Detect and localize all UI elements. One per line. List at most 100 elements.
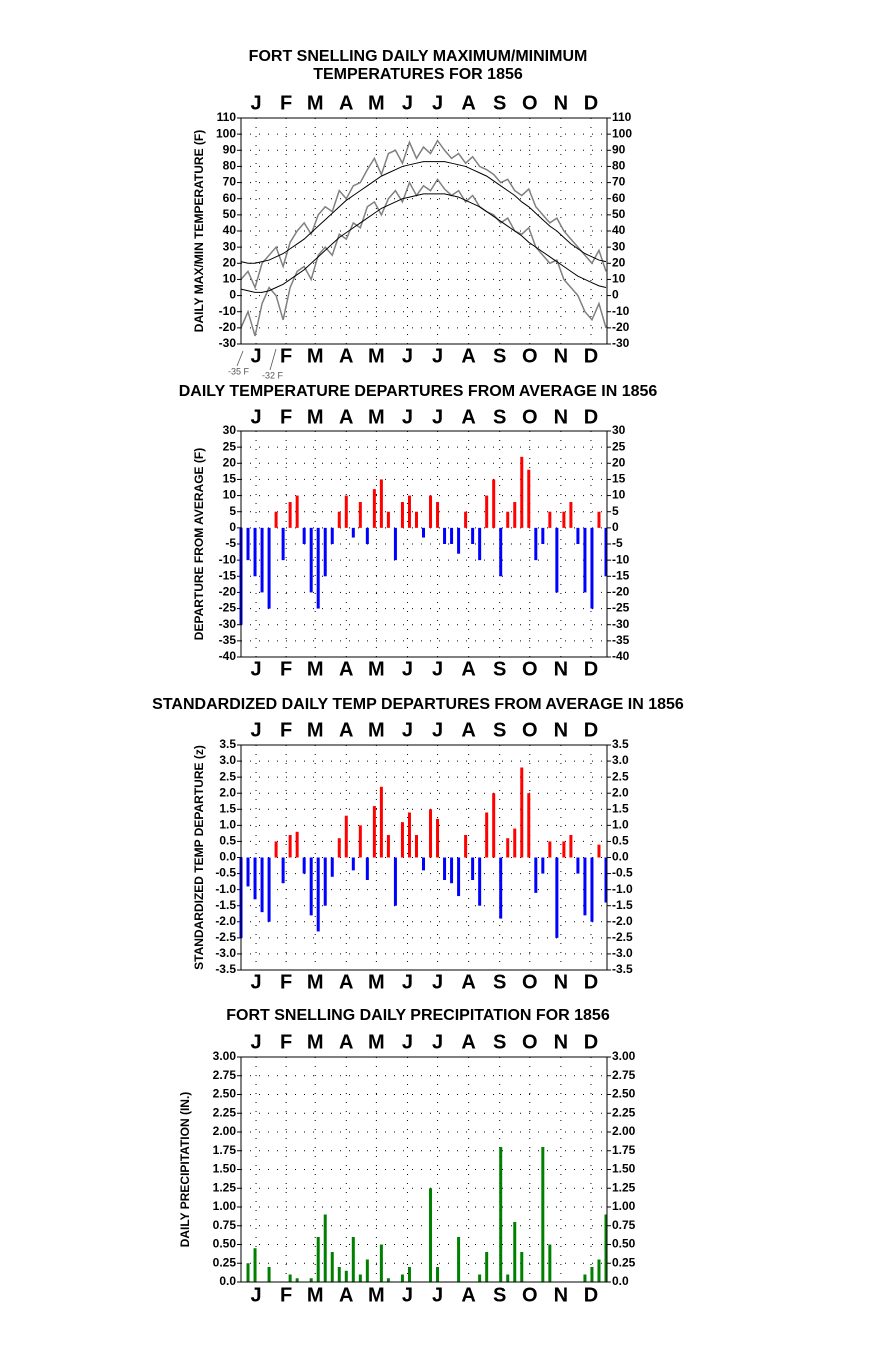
bar xyxy=(604,527,608,577)
y2-tick-label: -1.5 xyxy=(612,898,633,912)
bar xyxy=(485,495,489,528)
plot-frame xyxy=(240,430,608,658)
bar xyxy=(330,857,334,877)
x-tick-label: J xyxy=(250,1031,261,1053)
y2-tick-label: 0.5 xyxy=(612,834,629,848)
bar xyxy=(372,489,376,528)
y2-tick-label: 1.25 xyxy=(612,1180,636,1194)
y2-tick-label: 0.75 xyxy=(612,1218,636,1232)
bar xyxy=(393,857,397,906)
x-tick-label: D xyxy=(584,658,598,680)
bar xyxy=(597,511,601,528)
series-line xyxy=(240,139,607,290)
bar xyxy=(583,1274,587,1282)
x-tick-label: F xyxy=(280,1031,292,1053)
bar xyxy=(407,1267,411,1282)
bar xyxy=(323,1214,327,1282)
y-axis-label: DAILY MAX/MIN TEMPERATURE (F) xyxy=(192,130,206,332)
x-tick-label: O xyxy=(522,971,538,993)
bar xyxy=(520,456,524,528)
bar xyxy=(400,822,404,858)
x-tick-label: J xyxy=(432,719,443,741)
y2-tick-label: -5 xyxy=(612,536,623,550)
bar xyxy=(344,495,348,528)
bar xyxy=(436,502,440,528)
y-tick-label: 1.5 xyxy=(219,801,236,815)
bar xyxy=(450,857,454,884)
x-tick-label: M xyxy=(307,719,324,741)
x-tick-label: M xyxy=(368,345,385,367)
x-tick-label: N xyxy=(554,92,568,114)
bar xyxy=(457,1237,461,1282)
y2-tick-label: 20 xyxy=(612,255,626,269)
bar xyxy=(583,527,587,593)
x-tick-label: J xyxy=(402,345,413,367)
bar xyxy=(330,527,334,544)
x-tick-label: N xyxy=(554,971,568,993)
bar xyxy=(281,857,285,884)
x-tick-label: A xyxy=(339,1031,353,1053)
x-tick-label: N xyxy=(554,406,568,428)
x-tick-label: D xyxy=(584,406,598,428)
x-tick-label: A xyxy=(339,345,353,367)
y-tick-label: -0.5 xyxy=(215,866,236,880)
y2-tick-label: -25 xyxy=(612,601,630,615)
x-tick-label: J xyxy=(402,1031,413,1053)
x-tick-label: A xyxy=(339,971,353,993)
y-tick-label: 20 xyxy=(223,455,237,469)
y2-tick-label: 30 xyxy=(612,239,626,253)
y2-tick-label: 3.5 xyxy=(612,737,629,751)
bar xyxy=(569,502,573,528)
bar xyxy=(260,857,264,913)
x-tick-label: M xyxy=(368,1031,385,1053)
y-tick-label: -25 xyxy=(219,601,237,615)
x-tick-label: N xyxy=(554,345,568,367)
y2-tick-label: -30 xyxy=(612,336,630,350)
y2-tick-label: 50 xyxy=(612,207,626,221)
bar xyxy=(302,527,306,544)
y-tick-label: 0.25 xyxy=(213,1255,237,1269)
y-tick-label: 60 xyxy=(223,191,237,205)
x-tick-label: M xyxy=(307,345,324,367)
annotation-pointer xyxy=(236,350,244,367)
bar xyxy=(379,479,383,528)
y2-tick-label: 1.50 xyxy=(612,1162,636,1176)
x-tick-label: A xyxy=(461,719,475,741)
x-tick-label: S xyxy=(493,658,506,680)
x-tick-label: O xyxy=(522,658,538,680)
x-tick-label: D xyxy=(584,92,598,114)
x-tick-label: A xyxy=(339,658,353,680)
bar xyxy=(351,857,355,871)
bar xyxy=(288,1274,292,1282)
x-tick-label: J xyxy=(432,1284,443,1306)
y-tick-label: 1.25 xyxy=(213,1180,237,1194)
y2-tick-label: 5 xyxy=(612,504,619,518)
bar xyxy=(365,857,369,880)
y-tick-label: 5 xyxy=(229,504,236,518)
x-tick-label: J xyxy=(432,1031,443,1053)
plot-frame xyxy=(240,1056,608,1283)
x-tick-label: J xyxy=(250,406,261,428)
x-tick-label: F xyxy=(280,719,292,741)
bar xyxy=(464,511,468,528)
x-tick-label: N xyxy=(554,658,568,680)
x-tick-label: J xyxy=(402,971,413,993)
x-tick-label: A xyxy=(461,1031,475,1053)
bar xyxy=(351,1237,355,1282)
y-tick-label: -3.5 xyxy=(215,962,236,976)
y2-tick-label: -10 xyxy=(612,304,630,318)
bar xyxy=(365,1259,369,1282)
y-tick-label: 2.0 xyxy=(219,785,236,799)
bar xyxy=(267,527,271,609)
y-axis-label: STANDARDIZED TEMP DEPARTURE (z) xyxy=(192,745,206,970)
bar xyxy=(421,857,425,871)
y-tick-label: -35 xyxy=(219,633,237,647)
bar xyxy=(400,1274,404,1282)
x-tick-label: F xyxy=(280,971,292,993)
bar xyxy=(534,857,538,893)
bar xyxy=(513,502,517,528)
y-tick-label: 2.5 xyxy=(219,769,236,783)
y2-tick-label: 2.5 xyxy=(612,769,629,783)
x-tick-label: A xyxy=(461,971,475,993)
bar xyxy=(295,495,299,528)
